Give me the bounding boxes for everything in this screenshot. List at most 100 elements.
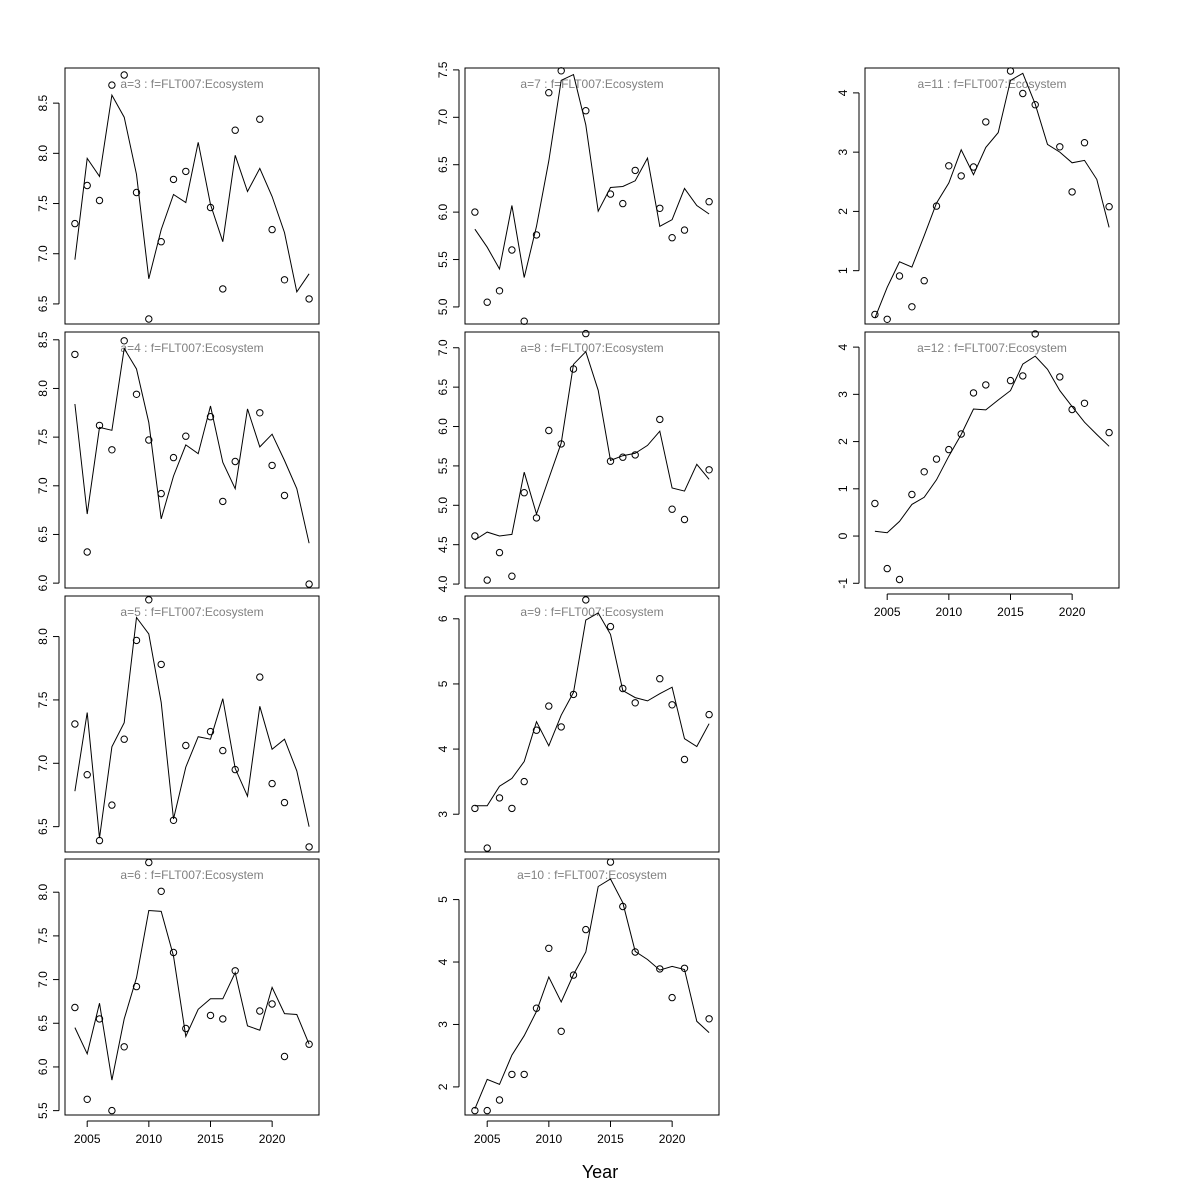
observed-point bbox=[83, 771, 91, 779]
x-axis: 2005 2010 2015 2020 bbox=[74, 1120, 286, 1146]
panel-title: a=12 : f=FLT007:Ecosystem bbox=[917, 341, 1067, 355]
observed-point bbox=[145, 596, 153, 604]
y-axis: 1 2 3 4 bbox=[836, 89, 860, 274]
y-tick-label: 7.5 bbox=[36, 428, 50, 445]
observed-point bbox=[582, 107, 590, 115]
observed-point bbox=[83, 548, 91, 556]
y-tick-label: 6.5 bbox=[36, 818, 50, 835]
observed-point bbox=[71, 350, 79, 359]
y-tick-label: 8.0 bbox=[36, 145, 50, 162]
y-tick-label: 4.5 bbox=[436, 536, 450, 553]
observed-point bbox=[982, 118, 990, 126]
observed-point bbox=[656, 965, 664, 973]
observed-point bbox=[120, 337, 128, 345]
y-axis: 6.5 7.0 7.5 8.0 8.5 bbox=[36, 94, 60, 312]
observed-point bbox=[108, 446, 116, 454]
observed-point bbox=[182, 741, 190, 750]
observed-point bbox=[305, 1040, 313, 1048]
x-axis: 2005 2010 2015 2020 bbox=[874, 593, 1086, 619]
y-tick-label: 6.0 bbox=[36, 1058, 50, 1075]
y-tick-label: 6.0 bbox=[436, 203, 450, 220]
panel-7: a=10 : f=FLT007:Ecosystem 2 3 4 5 2005 2010 201… bbox=[436, 858, 720, 1146]
observed-point bbox=[95, 196, 104, 205]
y-tick-label: 2 bbox=[436, 1083, 450, 1090]
observed-point bbox=[569, 971, 578, 979]
y-tick-label: 7.5 bbox=[36, 195, 50, 212]
y-tick-label: 6.5 bbox=[36, 295, 50, 312]
observed-point bbox=[495, 287, 504, 295]
y-tick-label: 4 bbox=[436, 745, 450, 752]
observed-point bbox=[95, 836, 104, 845]
observed-point bbox=[871, 499, 879, 508]
observed-point bbox=[182, 1024, 190, 1033]
fitted-line bbox=[474, 350, 710, 541]
x-tick-label: 2005 bbox=[74, 1132, 101, 1146]
observed-point bbox=[508, 804, 516, 813]
observed-point bbox=[895, 575, 904, 584]
observed-point bbox=[569, 690, 578, 699]
observed-point bbox=[908, 490, 916, 499]
observed-point bbox=[120, 1043, 128, 1051]
observed-point bbox=[680, 515, 689, 524]
observed-point bbox=[495, 548, 504, 557]
panel-1: a=4 : f=FLT007:Ecosystem 6.0 6.5 7.0 7.5 8.0 8… bbox=[36, 331, 320, 591]
observed-point bbox=[582, 329, 590, 338]
observed-point bbox=[557, 1027, 565, 1036]
observed-point bbox=[545, 944, 553, 952]
y-tick-label: 5.5 bbox=[436, 251, 450, 268]
observed-point bbox=[557, 67, 565, 75]
observed-point bbox=[656, 415, 664, 424]
y-tick-label: 4 bbox=[436, 958, 450, 965]
observed-point bbox=[71, 720, 79, 728]
observed-point bbox=[520, 489, 528, 497]
observed-point bbox=[883, 564, 891, 573]
observed-point bbox=[582, 596, 590, 604]
observed-point bbox=[268, 1000, 276, 1008]
observed-point bbox=[520, 1070, 528, 1079]
observed-point bbox=[871, 310, 879, 319]
observed-point bbox=[219, 746, 227, 755]
observed-point bbox=[532, 726, 541, 734]
observed-point bbox=[908, 303, 916, 311]
y-axis: 5.0 5.5 6.0 6.5 7.0 7.5 bbox=[436, 61, 460, 315]
observed-point bbox=[957, 172, 965, 180]
observed-point bbox=[1006, 376, 1015, 385]
y-tick-label: 6.0 bbox=[436, 418, 450, 435]
x-tick-label: 2015 bbox=[597, 1132, 624, 1146]
x-tick-label: 2015 bbox=[997, 605, 1024, 619]
observed-point bbox=[483, 298, 491, 306]
observed-point bbox=[157, 238, 165, 246]
observed-point bbox=[483, 844, 491, 852]
observed-point bbox=[108, 81, 116, 89]
fitted-line bbox=[474, 878, 710, 1109]
y-tick-label: 4 bbox=[836, 343, 850, 350]
observed-point bbox=[668, 234, 676, 242]
y-axis: 4.0 4.5 5.0 5.5 6.0 6.5 7.0 bbox=[436, 339, 460, 592]
observed-point bbox=[680, 226, 689, 234]
observed-point bbox=[169, 816, 178, 824]
observed-point bbox=[957, 430, 965, 438]
y-tick-label: 5 bbox=[436, 680, 450, 687]
y-tick-label: 7.0 bbox=[36, 477, 50, 494]
y-tick-label: 5 bbox=[436, 896, 450, 903]
fitted-line bbox=[474, 612, 710, 807]
panel-title: a=7 : f=FLT007:Ecosystem bbox=[520, 77, 663, 91]
observed-point bbox=[969, 389, 978, 397]
y-tick-label: 3 bbox=[836, 148, 850, 155]
observed-point bbox=[508, 246, 516, 254]
y-tick-label: 7.5 bbox=[436, 61, 450, 78]
observed-point bbox=[1019, 372, 1027, 380]
y-tick-label: 5.0 bbox=[436, 497, 450, 514]
y-tick-label: 8.5 bbox=[36, 331, 50, 348]
y-axis: -1 0 1 2 3 4 bbox=[836, 343, 860, 589]
panel-title: a=5 : f=FLT007:Ecosystem bbox=[120, 605, 263, 619]
observed-point bbox=[206, 203, 215, 212]
observed-point bbox=[471, 1106, 479, 1115]
x-axis-label: Year bbox=[582, 1162, 618, 1182]
observed-point bbox=[231, 765, 239, 774]
fitted-line bbox=[874, 355, 1110, 534]
observed-point bbox=[1031, 330, 1039, 338]
observed-point bbox=[483, 1106, 491, 1115]
fitted-line bbox=[74, 909, 310, 1081]
observed-point bbox=[471, 208, 479, 216]
